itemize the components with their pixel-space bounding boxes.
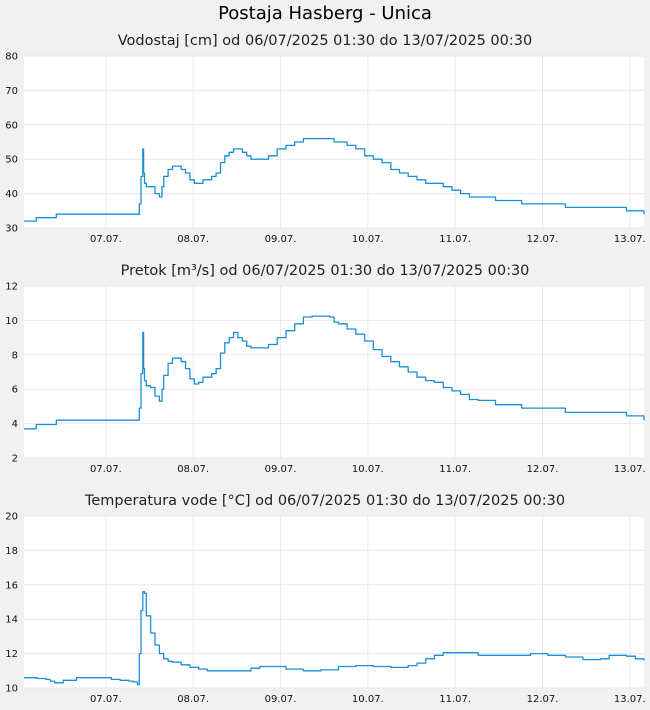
panel-1-x-tick-label: 11.07.	[439, 234, 471, 245]
panel-1-x-tick-label: 08.07.	[177, 234, 209, 245]
panel-2: Pretok [m³/s] od 06/07/2025 01:30 do 13/…	[5, 263, 645, 475]
panel-2-x-tick-label: 13.07.	[614, 464, 646, 475]
panel-1: Vodostaj [cm] od 06/07/2025 01:30 do 13/…	[5, 33, 645, 245]
panel-2-plot-area	[24, 286, 644, 458]
panel-3: Temperatura vode [°C] od 06/07/2025 01:3…	[5, 493, 645, 705]
panel-2-x-tick-label: 09.07.	[265, 464, 297, 475]
panel-1-series-line	[24, 137, 645, 222]
panel-3-x-tick-label: 13.07.	[614, 694, 646, 705]
panel-2-x-tick-label: 08.07.	[177, 464, 209, 475]
panel-3-y-tick-label: 14	[5, 615, 18, 626]
panel-1-y-tick-label: 70	[5, 86, 18, 97]
panel-3-x-tick-label: 10.07.	[352, 694, 384, 705]
panel-3-y-tick-label: 18	[5, 546, 18, 557]
panel-2-title: Pretok [m³/s] od 06/07/2025 01:30 do 13/…	[121, 263, 530, 279]
panel-2-x-tick-label: 07.07.	[90, 464, 122, 475]
panel-3-series-line	[24, 591, 645, 686]
panel-1-y-tick-label: 50	[5, 155, 18, 166]
panel-2-y-tick-label: 10	[5, 316, 18, 327]
panel-3-y-tick-label: 10	[5, 684, 18, 695]
panel-2-x-tick-label: 10.07.	[352, 464, 384, 475]
panel-1-x-tick-label: 10.07.	[352, 234, 384, 245]
panel-1-x-tick-label: 12.07.	[527, 234, 559, 245]
panel-3-y-tick-label: 20	[5, 512, 18, 523]
panel-2-series-line	[24, 315, 645, 430]
panel-3-x-tick-label: 11.07.	[439, 694, 471, 705]
panel-2-y-tick-label: 2	[12, 454, 18, 465]
panel-1-y-tick-label: 80	[5, 52, 18, 63]
panel-1-x-tick-label: 09.07.	[265, 234, 297, 245]
panel-1-y-tick-label: 40	[5, 189, 18, 200]
panel-1-y-tick-label: 60	[5, 120, 18, 131]
panel-3-y-tick-label: 12	[5, 649, 18, 660]
panel-3-x-tick-label: 09.07.	[265, 694, 297, 705]
panel-2-y-tick-label: 12	[5, 282, 18, 293]
panel-2-y-tick-label: 4	[12, 419, 18, 430]
panel-3-plot-area	[24, 516, 644, 688]
panel-2-y-tick-label: 6	[12, 385, 18, 396]
panel-3-y-tick-label: 16	[5, 580, 18, 591]
panel-3-x-tick-label: 12.07.	[527, 694, 559, 705]
panel-2-x-tick-label: 12.07.	[527, 464, 559, 475]
panel-3-title: Temperatura vode [°C] od 06/07/2025 01:3…	[84, 493, 565, 509]
panel-1-title: Vodostaj [cm] od 06/07/2025 01:30 do 13/…	[118, 33, 532, 49]
page-title: Postaja Hasberg - Unica	[218, 3, 432, 24]
panel-3-x-tick-label: 07.07.	[90, 694, 122, 705]
panel-1-y-tick-label: 30	[5, 224, 18, 235]
panel-1-x-tick-label: 13.07.	[614, 234, 646, 245]
panel-2-x-tick-label: 11.07.	[439, 464, 471, 475]
panel-2-y-tick-label: 8	[12, 350, 18, 361]
panel-3-x-tick-label: 08.07.	[177, 694, 209, 705]
panel-1-x-tick-label: 07.07.	[90, 234, 122, 245]
